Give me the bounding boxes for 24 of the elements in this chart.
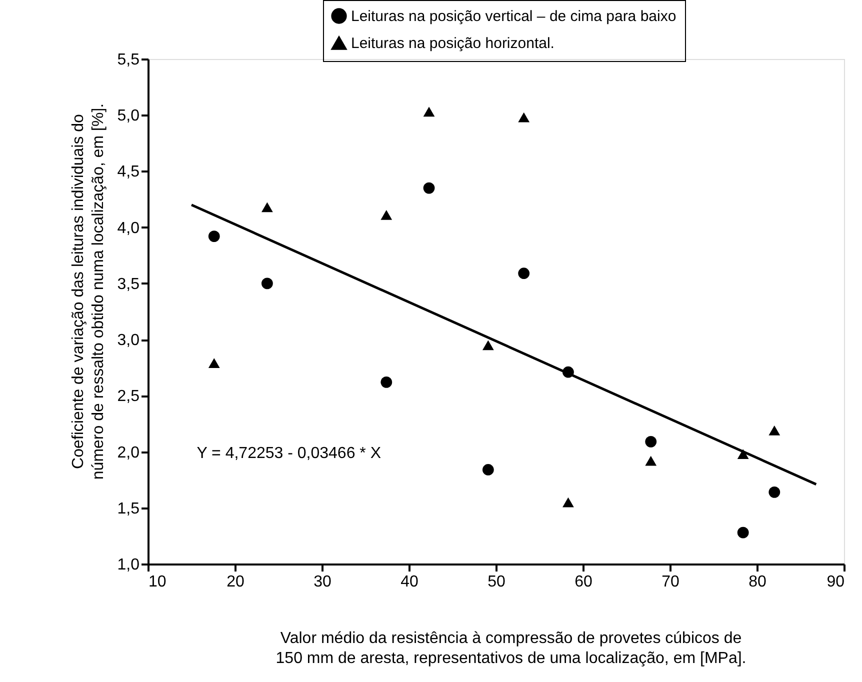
x-axis-title: Valor médio da resistência à compressão de provetes cúbicos de 150 mm de aresta, representativos de uma localização, em [MPa].	[276, 630, 746, 667]
y-tick-label: 4,5	[117, 164, 140, 181]
legend-label: Leituras na posição horizontal.	[351, 35, 554, 52]
x-tick-label: 10	[148, 574, 166, 590]
annotation: Y = 4,72253 - 0,03466 * X	[196, 444, 382, 462]
y-tick-label: 2,0	[117, 444, 140, 462]
y-axis-title: Coeficiente de variação das leituras individuais do número de ressalto obtido numa localização, em [%].	[70, 103, 107, 480]
y-tick-label: 5,5	[117, 52, 140, 68]
y-tick-label: 1,0	[117, 556, 140, 574]
x-tick-label: 50	[488, 574, 506, 590]
y-tick-label: 2,5	[117, 388, 140, 406]
x-tick-label: 60	[574, 574, 592, 590]
y-tick-label: 1,5	[117, 500, 140, 518]
y-tick-label: 3,0	[117, 332, 140, 350]
x-tick-label: 80	[748, 574, 766, 590]
x-tick-label: 30	[314, 574, 332, 590]
x-tick-label: 90	[826, 574, 845, 590]
legend-label: Leituras na posição vertical – de cima para baixo	[351, 8, 676, 25]
y-tick-label: 5,0	[117, 108, 140, 125]
y-tick-label: 4,0	[117, 220, 140, 237]
x-tick-label: 20	[226, 574, 244, 590]
y-tick-label: 3,5	[117, 276, 140, 293]
x-tick-label: 40	[400, 574, 418, 590]
x-tick-label: 70	[662, 574, 680, 590]
